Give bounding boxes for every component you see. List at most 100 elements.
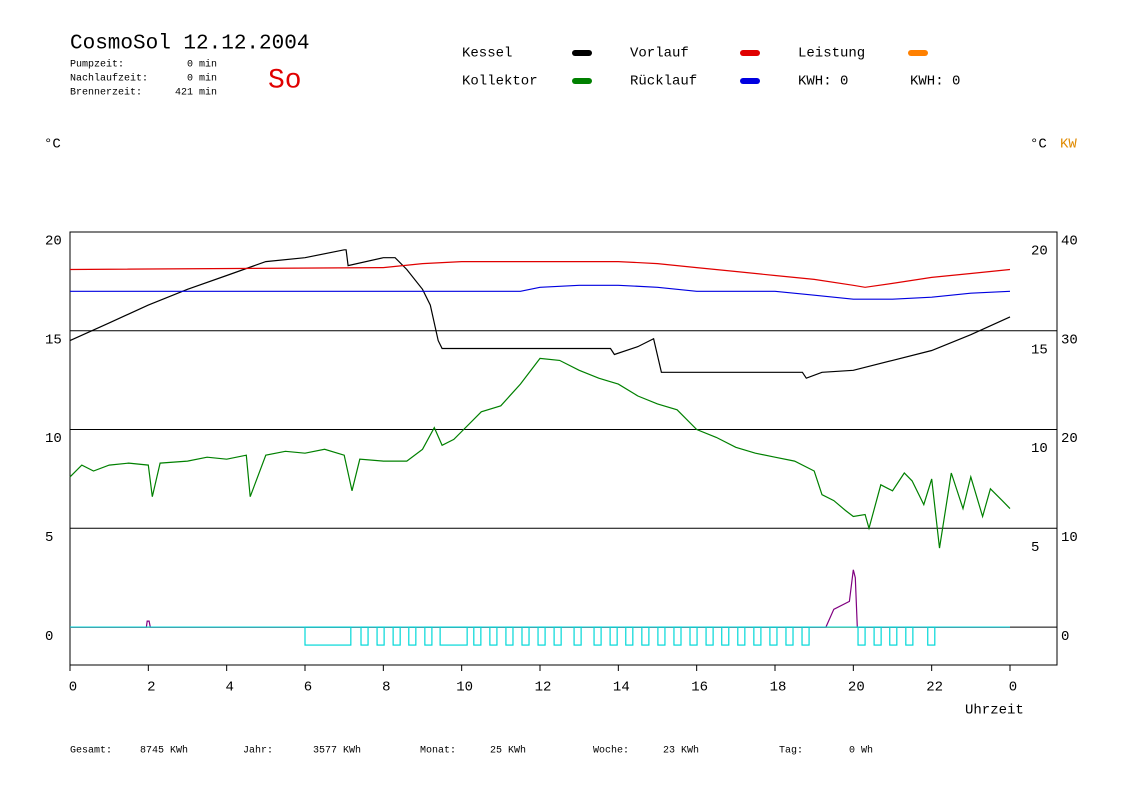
footer-label: Tag:	[779, 746, 803, 757]
y-tick-label: 15	[45, 332, 62, 348]
series-line	[70, 284, 1011, 300]
info-value: 0 min	[187, 73, 217, 85]
x-tick-label: 22	[926, 680, 943, 696]
pump-interval	[927, 626, 936, 646]
pump-interval	[737, 626, 746, 646]
x-tick-label: 0	[1009, 680, 1017, 696]
pump-interval	[873, 626, 882, 646]
y2-tick-label: 20	[1061, 431, 1078, 447]
x-tick-label: 10	[456, 680, 473, 696]
legend-label: Rücklauf	[630, 74, 697, 90]
pump-interval	[889, 626, 898, 646]
legend-swatch	[908, 50, 928, 56]
info-value: 421 min	[175, 87, 217, 99]
pump-interval	[304, 626, 352, 646]
pump-interval	[857, 626, 866, 646]
pump-interval	[785, 626, 794, 646]
pump-interval	[408, 626, 417, 646]
y-tick-label: 20	[45, 234, 62, 250]
pump-interval	[573, 626, 582, 646]
footer-label: Woche:	[593, 745, 629, 757]
pump-interval	[753, 626, 762, 646]
legend-swatch	[740, 78, 760, 84]
y-tick-label: 0	[45, 629, 53, 645]
pump-interval	[769, 626, 778, 646]
pump-interval	[553, 626, 562, 646]
info-label: Nachlaufzeit:	[70, 73, 148, 85]
footer-label: Jahr:	[243, 745, 273, 757]
y2-tick-label: 30	[1061, 332, 1078, 348]
x-tick-label: 6	[304, 680, 312, 696]
x-tick-label: 16	[691, 680, 708, 696]
y-tick-label: 10	[45, 431, 62, 447]
pump-interval	[392, 626, 401, 646]
pump-interval	[673, 626, 682, 646]
pump-interval	[473, 626, 482, 646]
footer-value: 0 Wh	[849, 745, 873, 757]
footer-label: Monat:	[420, 746, 456, 757]
x-axis-label: Uhrzeit	[965, 703, 1024, 719]
pump-interval	[505, 626, 514, 646]
footer-value: 3577 KWh	[313, 745, 361, 757]
y2-unit: KW	[1060, 137, 1077, 153]
y-right-tick-label: 5	[1031, 540, 1039, 556]
series-line	[69, 249, 1011, 379]
pump-interval	[439, 626, 468, 646]
footer-value: 25 KWh	[490, 745, 526, 757]
pump-interval	[360, 626, 369, 646]
legend-swatch	[572, 50, 592, 56]
info-label: Pumpzeit:	[70, 59, 124, 71]
pump-interval	[905, 626, 914, 646]
pump-interval	[625, 626, 634, 646]
y2-tick-label: 40	[1061, 234, 1078, 250]
pump-interval	[537, 626, 546, 646]
x-tick-label: 8	[382, 680, 390, 696]
pump-interval	[801, 626, 810, 646]
kwh-label: KWH: 0	[910, 74, 960, 90]
legend-label: Vorlauf	[630, 46, 689, 62]
y2-tick-label: 10	[1061, 530, 1078, 546]
x-tick-label: 4	[225, 680, 233, 696]
pump-interval	[489, 626, 498, 646]
series-line	[70, 569, 1010, 628]
y-unit-right: °C	[1030, 137, 1047, 153]
x-tick-label: 20	[848, 680, 865, 696]
legend-swatch	[740, 50, 760, 56]
series-line	[69, 261, 1011, 288]
pump-interval	[721, 626, 730, 646]
kwh-label: KWH: 0	[798, 74, 848, 90]
footer-value: 23 KWh	[663, 745, 699, 757]
series-line	[69, 357, 1011, 549]
y-tick-label: 5	[45, 530, 53, 546]
pump-interval	[705, 626, 714, 646]
info-value: 0 min	[187, 59, 217, 71]
pump-interval	[657, 626, 666, 646]
pump-interval	[593, 626, 602, 646]
title: CosmoSol 12.12.2004	[70, 33, 309, 56]
pump-interval	[641, 626, 650, 646]
pump-interval	[521, 626, 530, 646]
y2-tick-label: 0	[1061, 629, 1069, 645]
x-tick-label: 14	[613, 680, 630, 696]
info-label: Brennerzeit:	[70, 87, 142, 99]
pump-interval	[424, 626, 433, 646]
weekday: So	[268, 65, 302, 96]
x-tick-label: 0	[69, 680, 77, 696]
y-right-tick-label: 15	[1031, 342, 1048, 358]
footer-value: 8745 KWh	[140, 745, 188, 757]
x-tick-label: 2	[147, 680, 155, 696]
pump-interval	[609, 626, 618, 646]
pump-interval	[689, 626, 698, 646]
x-tick-label: 12	[535, 680, 552, 696]
y-right-tick-label: 20	[1031, 244, 1048, 260]
y-right-tick-label: 10	[1031, 441, 1048, 457]
plot-frame	[69, 231, 1058, 666]
legend-label: Leistung	[798, 46, 865, 62]
x-tick-label: 18	[770, 680, 787, 696]
legend-swatch	[572, 78, 592, 84]
pump-interval	[376, 626, 385, 646]
footer-label: Gesamt:	[70, 746, 112, 757]
y-unit-left: °C	[44, 137, 61, 153]
